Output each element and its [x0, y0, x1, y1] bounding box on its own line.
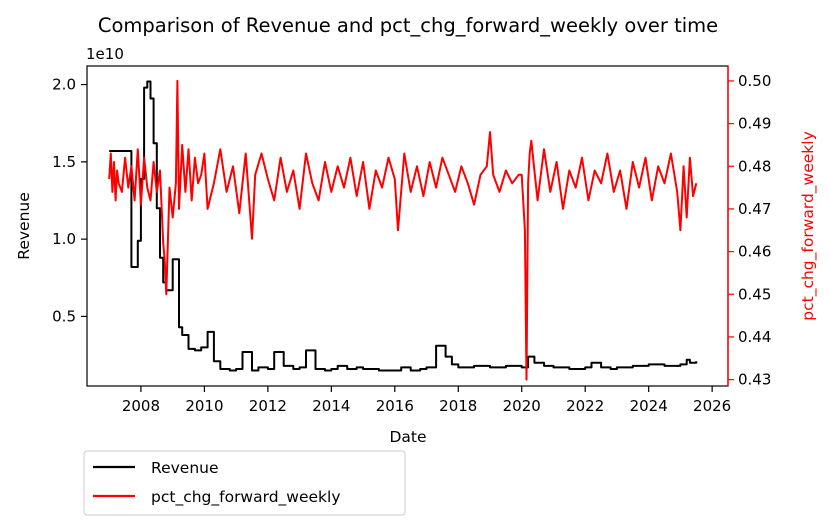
right-tick-label: 0.47 [738, 200, 771, 218]
series-layer [108, 79, 698, 381]
x-tick-label: 2010 [185, 397, 223, 415]
x-tick-label: 2018 [439, 397, 477, 415]
x-tick-label: 2014 [312, 397, 350, 415]
left-axis-title: Revenue [15, 192, 33, 260]
legend: Revenue pct_chg_forward_weekly [83, 450, 406, 516]
x-tick-label: 2008 [122, 397, 160, 415]
x-tick-label: 2016 [376, 397, 414, 415]
x-tick-label: 2012 [249, 397, 287, 415]
y-left-axis: 0.5 1.0 1.5 2.0 [52, 76, 87, 325]
x-tick-label: 2026 [693, 397, 731, 415]
right-tick-label: 0.48 [738, 157, 771, 175]
legend-label-revenue: Revenue [151, 459, 219, 477]
series-line-pct-chg-forward-weekly [108, 79, 698, 381]
series-line-revenue [109, 80, 698, 372]
left-tick-label: 0.5 [52, 307, 76, 325]
right-tick-label: 0.45 [738, 285, 771, 303]
left-tick-label: 2.0 [52, 76, 76, 94]
right-tick-label: 0.50 [738, 72, 771, 90]
left-tick-label: 1.0 [52, 230, 76, 248]
right-tick-label: 0.49 [738, 115, 771, 133]
x-axis: 2008 2010 2012 2014 2016 2018 2020 2022 2024 2026 [122, 386, 731, 415]
x-tick-label: 2020 [503, 397, 541, 415]
plot-frame [86, 65, 729, 387]
right-tick-label: 0.43 [738, 371, 771, 389]
right-tick-label: 0.44 [738, 328, 771, 346]
x-tick-label: 2022 [566, 397, 604, 415]
x-tick-label: 2024 [630, 397, 668, 415]
left-axis-offset-label: 1e10 [86, 45, 124, 63]
chart-title: Comparison of Revenue and pct_chg_forwar… [98, 14, 718, 37]
legend-frame [83, 450, 406, 516]
right-axis-title: pct_chg_forward_weekly [799, 131, 818, 321]
left-tick-label: 1.5 [52, 153, 76, 171]
right-tick-label: 0.46 [738, 243, 771, 261]
plot-area [86, 65, 729, 387]
legend-label-pct-chg: pct_chg_forward_weekly [151, 488, 341, 507]
y-right-axis: 0.43 0.44 0.45 0.46 0.47 0.48 0.49 0.50 [727, 66, 771, 389]
x-axis-title: Date [389, 428, 426, 446]
